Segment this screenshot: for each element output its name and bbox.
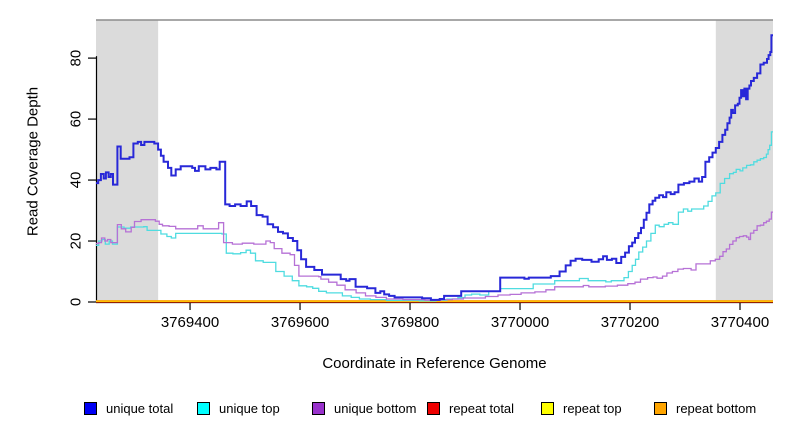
- y-tick-label: 60: [68, 111, 85, 128]
- x-tick-label: 3769600: [271, 314, 329, 331]
- x-tick-label: 3770400: [711, 314, 769, 331]
- y-axis-title: Read Coverage Depth: [24, 86, 42, 237]
- series-unique-total: [96, 34, 773, 301]
- series-unique-top: [96, 131, 773, 302]
- y-tick-label: 0: [68, 298, 85, 306]
- y-tick-label: 20: [68, 233, 85, 250]
- shaded-region-left: [96, 20, 159, 302]
- x-tick-label: 3770200: [601, 314, 659, 331]
- x-tick-label: 3769800: [381, 314, 439, 331]
- y-tick-label: 40: [68, 172, 85, 189]
- x-tick-label: 3770000: [491, 314, 549, 331]
- shaded-region-right: [715, 20, 773, 302]
- y-tick-label: 80: [68, 50, 85, 67]
- x-tick-label: 3769400: [161, 314, 219, 331]
- x-axis-title: Coordinate in Reference Genome: [322, 355, 547, 372]
- series-unique-bottom: [96, 211, 773, 301]
